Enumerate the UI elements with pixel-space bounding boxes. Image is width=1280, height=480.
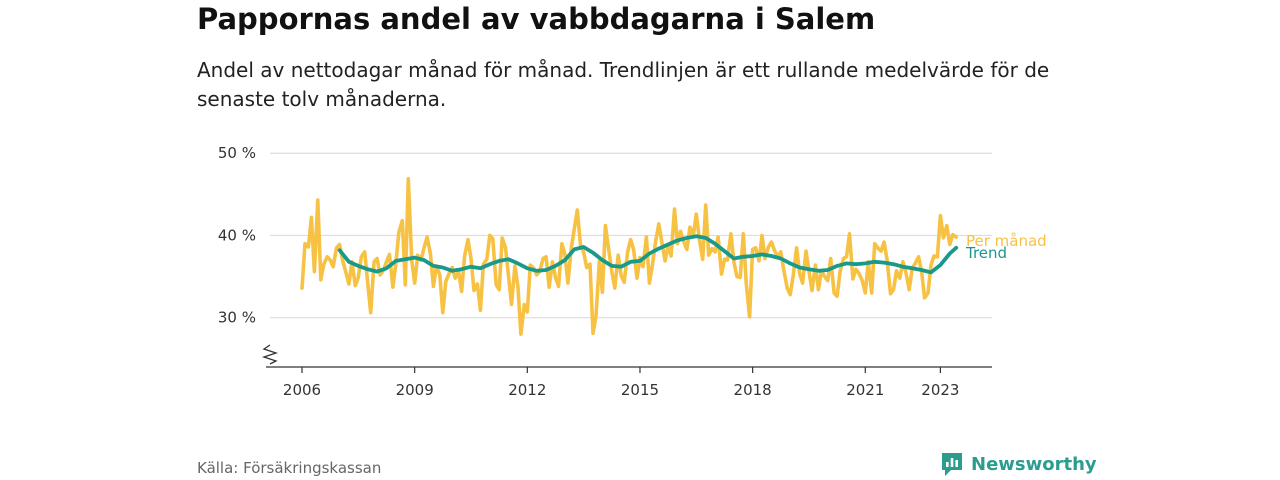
newsworthy-chart-icon bbox=[942, 453, 962, 476]
x-tick-label-2023: 2023 bbox=[921, 381, 959, 399]
series-label-trend: Trend bbox=[965, 244, 1007, 262]
y-tick-label-30: 30 % bbox=[218, 309, 256, 327]
x-tick-label-2021: 2021 bbox=[846, 381, 884, 399]
series-line-trend bbox=[337, 234, 959, 275]
axis-break-icon bbox=[261, 344, 279, 365]
line-chart: 30 % 40 % 50 % 2006 2009 2012 2015 2018 2021 202… bbox=[218, 144, 1047, 399]
chart-subtitle: Andel av nettodagar månad för månad. Tre… bbox=[197, 58, 1050, 111]
gridlines bbox=[270, 152, 992, 319]
y-tick-label-40: 40 % bbox=[218, 226, 256, 244]
brand-logo[interactable]: Newsworthy bbox=[940, 451, 1097, 477]
series-label-per-manad: Per månad bbox=[966, 232, 1047, 250]
x-tick-label-2009: 2009 bbox=[396, 381, 434, 399]
source-note: Källa: Försäkringskassan bbox=[197, 459, 382, 477]
x-tick-label-2012: 2012 bbox=[508, 381, 546, 399]
y-axis-ticks: 30 % 40 % 50 % bbox=[218, 144, 256, 326]
x-axis-ticks: 2006 2009 2012 2015 2018 2021 2023 bbox=[283, 367, 959, 399]
x-tick-label-2006: 2006 bbox=[283, 381, 321, 399]
series-line-per-manad bbox=[300, 176, 959, 336]
chart-title: Pappornas andel av vabbdagarna i Salem bbox=[197, 2, 876, 36]
series-lines bbox=[300, 176, 959, 336]
y-tick-label-50: 50 % bbox=[218, 144, 256, 162]
x-tick-label-2015: 2015 bbox=[621, 381, 659, 399]
brand-name: Newsworthy bbox=[971, 453, 1097, 475]
x-axis bbox=[261, 344, 992, 368]
x-tick-label-2018: 2018 bbox=[734, 381, 772, 399]
